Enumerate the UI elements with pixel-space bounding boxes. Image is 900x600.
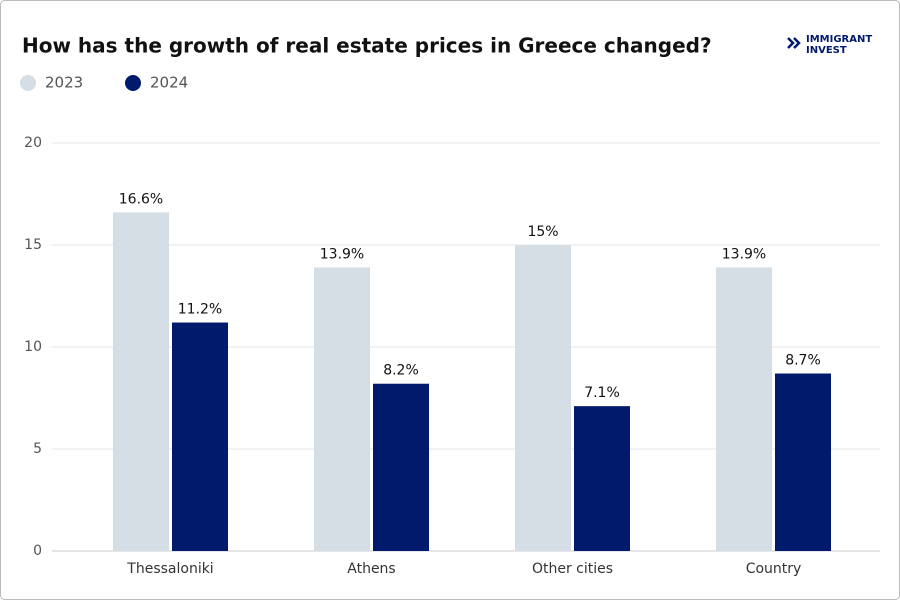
y-tick-label: 10	[24, 339, 42, 355]
value-label: 7.1%	[584, 385, 620, 401]
y-tick-label: 15	[24, 237, 42, 253]
bar	[775, 373, 831, 551]
value-label: 13.9%	[722, 246, 766, 262]
logo-text: INVEST	[806, 45, 847, 56]
brand-logo: IMMIGRANT INVEST	[787, 34, 872, 56]
value-label: 8.7%	[785, 353, 821, 369]
x-tick-label: Athens	[347, 561, 395, 577]
bar	[373, 383, 429, 551]
value-label: 11.2%	[178, 302, 222, 318]
bar	[574, 406, 630, 551]
bar	[314, 267, 370, 551]
value-label: 16.6%	[119, 191, 163, 207]
bar	[515, 245, 571, 551]
y-tick-label: 0	[33, 543, 42, 559]
value-label: 15%	[527, 224, 558, 240]
y-tick-label: 5	[33, 441, 42, 457]
value-label: 13.9%	[320, 246, 364, 262]
bar	[172, 322, 228, 551]
value-label: 8.2%	[383, 363, 419, 379]
logo-icon	[787, 37, 801, 49]
logo-text: IMMIGRANT	[806, 34, 872, 45]
chart-title: How has the growth of real estate prices…	[22, 34, 712, 58]
legend-swatch	[125, 75, 141, 91]
x-tick-label: Thessaloniki	[126, 561, 213, 577]
legend-label: 2023	[45, 74, 83, 92]
bar	[716, 267, 772, 551]
bar	[113, 212, 169, 552]
legend-label: 2024	[150, 74, 188, 92]
x-tick-label: Country	[746, 561, 802, 577]
y-tick-label: 20	[24, 135, 42, 151]
x-tick-label: Other cities	[532, 561, 613, 577]
legend-swatch	[20, 75, 36, 91]
